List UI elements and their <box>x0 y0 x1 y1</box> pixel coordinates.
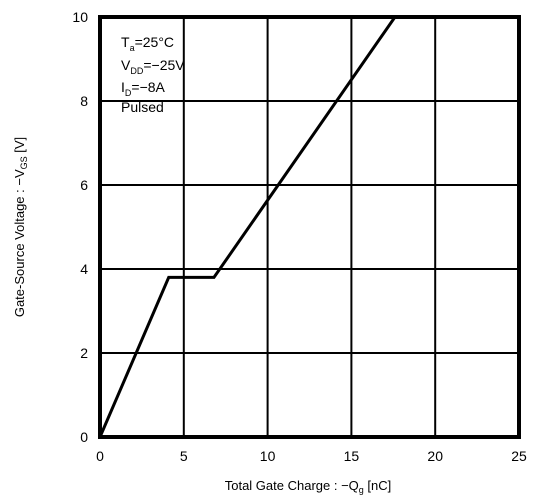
y-tick-label: 6 <box>80 177 88 193</box>
x-tick-label: 5 <box>180 448 188 464</box>
y-tick-label: 4 <box>80 261 88 277</box>
x-tick-label: 25 <box>511 448 527 464</box>
x-tick-label: 10 <box>260 448 276 464</box>
y-axis-label: Gate-Source Voltage : −VGS [V] <box>12 137 29 317</box>
y-tick-label: 0 <box>80 429 88 445</box>
y-tick-label: 8 <box>80 93 88 109</box>
x-ticks: 0 5 10 15 20 25 <box>96 448 527 464</box>
series-line <box>98 16 397 438</box>
annotation-ta: Ta=25°C <box>121 34 174 53</box>
series-group <box>98 16 397 438</box>
annotation-id: ID=−8A <box>121 79 166 98</box>
x-tick-label: 20 <box>427 448 443 464</box>
grid <box>100 17 519 437</box>
annotation-vdd: VDD=−25V <box>121 57 185 76</box>
annotation-box: Ta=25°C VDD=−25V ID=−8A Pulsed <box>121 34 185 115</box>
plot-frame <box>98 15 521 439</box>
x-tick-label: 15 <box>344 448 360 464</box>
y-tick-label: 2 <box>80 345 88 361</box>
x-axis-label: Total Gate Charge : −Qg [nC] <box>225 478 392 495</box>
y-tick-label: 10 <box>72 9 88 25</box>
y-ticks: 0 2 4 6 8 10 <box>72 9 88 445</box>
x-tick-label: 0 <box>96 448 104 464</box>
annotation-mode: Pulsed <box>121 99 164 115</box>
